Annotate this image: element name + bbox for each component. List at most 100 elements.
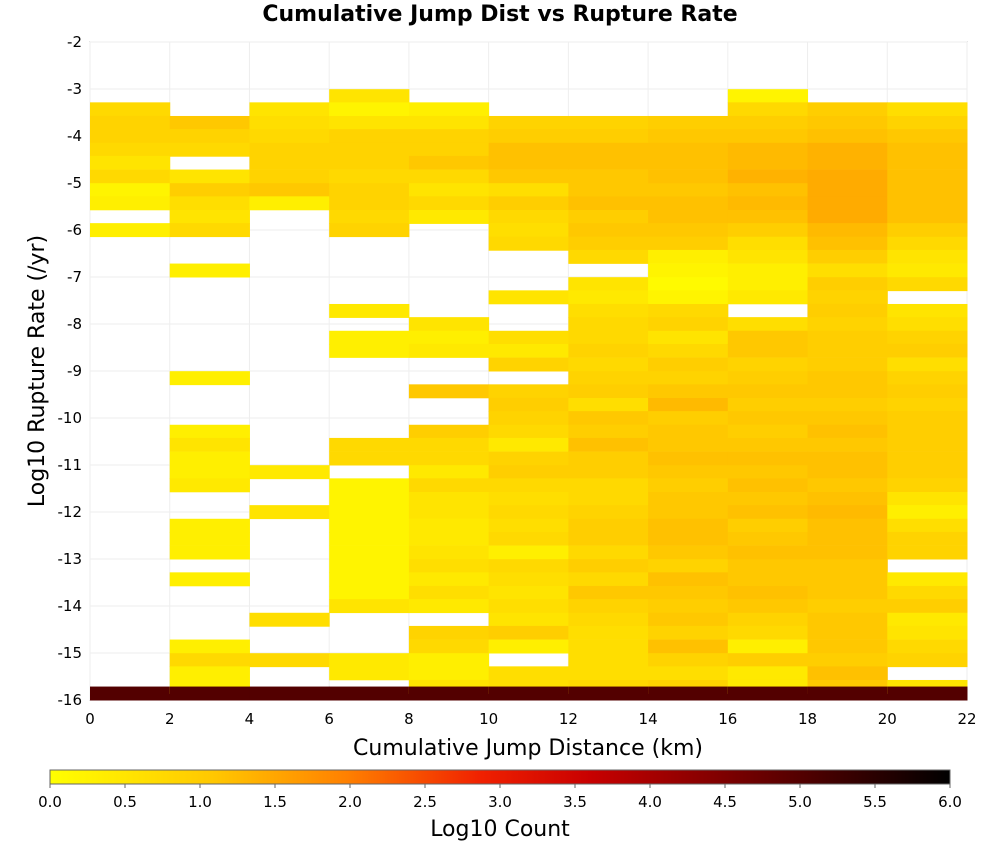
heatmap-cell [807,223,888,238]
heatmap-cell [727,155,809,170]
heatmap-cell [727,451,809,466]
heatmap-cell [807,290,888,305]
heatmap-cell [568,518,649,533]
x-tick-label: 0 [85,710,95,728]
y-tick-labels: -2 -3 -4 -5 -6 -7 -8 -9 -10 -11 -12 -13 -14 -15 -16 [58,33,83,709]
heatmap-cell [807,277,888,292]
heatmap-cell [488,531,569,546]
heatmap-cell [887,236,968,251]
heatmap-cell [488,223,569,238]
heatmap-cell [887,545,968,560]
heatmap-cell [648,196,729,211]
heatmap-cell [568,559,649,574]
colorbar [49,769,951,785]
heatmap-cell [488,437,569,452]
heatmap-cell [807,424,888,439]
heatmap-cell [887,505,968,520]
heatmap-cell [408,183,490,198]
heatmap-cell [329,686,410,701]
heatmap-cell [887,183,968,198]
heatmap-cell [648,478,729,493]
heatmap-cell [488,625,569,640]
heatmap-cell [568,209,649,224]
heatmap-cell [648,397,729,412]
heatmap-cell [169,451,250,466]
heatmap-cell [727,115,809,130]
heatmap-cell [727,653,809,668]
heatmap-cell [568,545,649,560]
heatmap-cell [807,451,888,466]
heatmap-cell [249,612,330,627]
heatmap-cell [169,142,250,157]
heatmap-cell [727,437,809,452]
heatmap-cell [648,518,729,533]
heatmap-cell [568,625,649,640]
heatmap-cell [169,129,250,144]
heatmap-cell [488,330,569,345]
heatmap-cell [648,142,729,157]
heatmap-cell [568,599,649,614]
heatmap-cell [568,183,649,198]
y-tick-label: -12 [58,503,83,521]
heatmap-cell [807,599,888,614]
heatmap-cell [568,343,649,358]
heatmap-cell [807,572,888,587]
heatmap-cell [648,209,729,224]
colorbar-tick-label: 6.0 [938,793,962,811]
heatmap-cell [488,639,569,654]
y-tick-label: -10 [58,409,83,427]
heatmap-cell [488,666,569,681]
heatmap-cell [727,411,809,426]
heatmap-cell [727,196,809,211]
heatmap-cell [887,397,968,412]
heatmap-cell [568,371,649,386]
heatmap-cell [887,437,968,452]
heatmap-cell [169,424,250,439]
heatmap-cell [727,572,809,587]
heatmap-cell [329,196,410,211]
y-tick-label: -15 [58,644,83,662]
heatmap-cell [408,625,490,640]
heatmap-cell [408,169,490,184]
heatmap-cell [648,343,729,358]
heatmap-cell [408,330,490,345]
heatmap-cell [887,277,968,292]
x-tick-label: 6 [324,710,334,728]
heatmap-cell [648,169,729,184]
heatmap-cell [648,290,729,305]
colorbar-tick-labels: 0.0 0.5 1.0 1.5 2.0 2.5 3.0 3.5 4.0 4.5 5.0 5.5 6.0 [38,784,962,811]
heatmap-cell [408,559,490,574]
y-tick-label: -5 [67,174,82,192]
heatmap-cell [648,505,729,520]
heatmap-cells [90,89,968,701]
colorbar-tick-label: 3.0 [488,793,512,811]
heatmap-cell [488,411,569,426]
heatmap-cell [807,330,888,345]
heatmap-cell [887,585,968,600]
heatmap-cell [169,653,250,668]
heatmap-cell [727,639,809,654]
heatmap-cell [488,129,569,144]
heatmap-cell [329,559,410,574]
x-tick-label: 20 [878,710,897,728]
heatmap-cell [727,518,809,533]
heatmap-cell [488,290,569,305]
heatmap-cell [887,531,968,546]
heatmap-cell [727,129,809,144]
heatmap-cell [887,465,968,480]
y-tick-label: -8 [67,315,82,333]
y-tick-label: -9 [67,362,82,380]
heatmap-cell [488,209,569,224]
heatmap-cell [488,357,569,372]
heatmap-cell [408,491,490,506]
heatmap-cell [727,505,809,520]
heatmap-cell [648,451,729,466]
heatmap-cell [488,424,569,439]
x-tick-label: 18 [798,710,817,728]
colorbar-tick-label: 2.0 [338,793,362,811]
heatmap-cell [329,129,410,144]
heatmap-cell [488,478,569,493]
heatmap-cell [727,612,809,627]
heatmap-cell [169,686,250,701]
